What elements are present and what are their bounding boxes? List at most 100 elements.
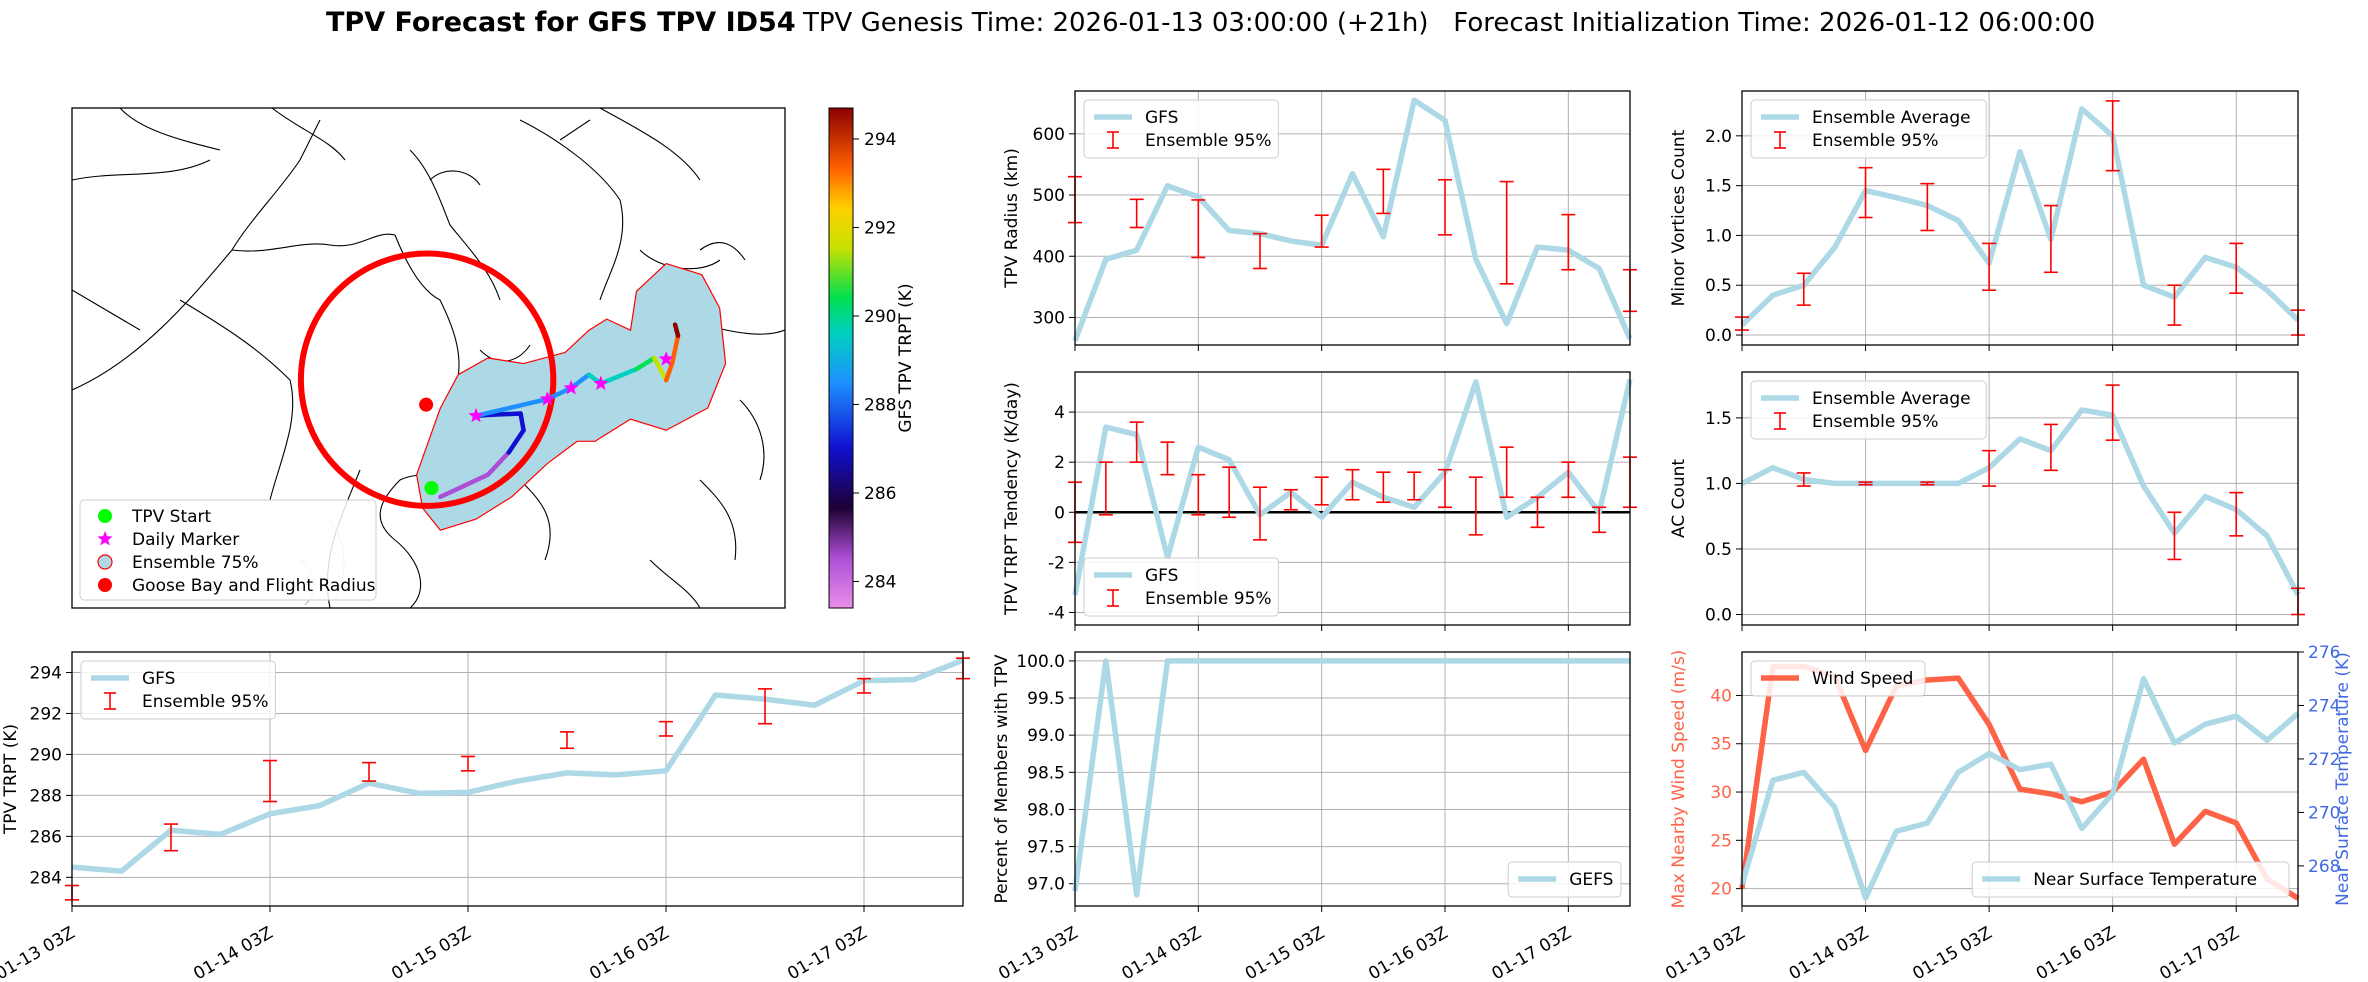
legend-label: Wind Speed — [1812, 669, 1913, 689]
y-tick-label: 1.5 — [1705, 409, 1732, 429]
legend-frame — [1750, 99, 1987, 159]
legend-label: Ensemble 75% — [132, 553, 259, 573]
y-tick-label: 2.0 — [1705, 127, 1732, 147]
y-tick-label: 2 — [1054, 453, 1065, 473]
legend-label: Daily Marker — [132, 530, 239, 550]
trpt-chart: 284 286 288 290 292 294 TPV TRPT (K) 01-13 03Z 0… — [0, 651, 970, 982]
y-tick-label: 35 — [1710, 735, 1732, 755]
colorbar-label: GFS TPV TRPT (K) — [896, 283, 916, 432]
y-tick-label: -4 — [1048, 603, 1065, 623]
legend-frame — [80, 660, 276, 720]
y-tick-label: 1.5 — [1705, 177, 1732, 197]
legend: GFS Ensemble 95% — [1083, 557, 1279, 617]
y-tick-label: 99.5 — [1027, 689, 1065, 709]
legend-label: GFS — [142, 669, 175, 689]
daily-marker-star — [593, 375, 609, 391]
series-line — [1072, 97, 1633, 342]
legend-start-swatch — [98, 509, 112, 523]
track-segment — [669, 333, 681, 366]
legend-label: Ensemble Average — [1812, 389, 1971, 409]
temperature-line — [1739, 675, 2300, 901]
y-tick-label: 30 — [1710, 783, 1732, 803]
colorbar-tick-label: 290 — [864, 307, 896, 327]
x-tick-label: 01-14 03Z — [1119, 923, 1205, 982]
daily-marker-star — [468, 407, 484, 423]
wind-temp-chart: 20 25 30 35 40 268 270 272 274 276 Max Nearby Wind… — [1662, 643, 2353, 982]
axes-frame — [1074, 651, 1631, 907]
y-tick-label: 0.0 — [1705, 606, 1732, 626]
legend-frame — [1750, 380, 1987, 440]
y-tick-label: 500 — [1033, 186, 1065, 206]
legend: GFS Ensemble 95% — [80, 660, 276, 720]
axes-frame — [1741, 371, 2299, 626]
map-frame — [71, 107, 786, 609]
axes-frame — [71, 651, 964, 907]
legend: Near Surface Temperature — [1971, 861, 2290, 898]
x-tick-label: 01-17 03Z — [2156, 923, 2242, 982]
title-rest: TPV Genesis Time: 2026-01-13 03:00:00 (+… — [802, 8, 2095, 38]
track-segment — [652, 355, 669, 383]
y2-tick-label: 274 — [2308, 696, 2340, 716]
x-tick-label: 01-14 03Z — [190, 923, 276, 982]
legend: Ensemble Average Ensemble 95% — [1750, 380, 1987, 440]
y-tick-label: 98.5 — [1027, 763, 1065, 783]
map-panel: TPV Start Daily Marker Ensemble 75% Goose B… — [71, 107, 916, 609]
x-tick-label: 01-17 03Z — [784, 923, 870, 982]
x-tick-label: 01-13 03Z — [995, 923, 1081, 982]
legend-label: Ensemble 95% — [142, 692, 269, 712]
series-line — [1072, 658, 1630, 898]
y-tick-label: 288 — [30, 786, 62, 806]
legend-label: Ensemble 95% — [1812, 131, 1939, 151]
daily-marker-star — [658, 351, 674, 366]
legend-label: Ensemble 95% — [1145, 131, 1272, 151]
tendency-chart: -4 -2 0 2 4 TPV TRPT Tendency (K/day) GFS Ensem… — [1002, 371, 1637, 631]
legend-ens75-swatch — [97, 554, 113, 570]
y-tick-label: 1.0 — [1705, 226, 1732, 246]
x-tick-label: 01-17 03Z — [1489, 923, 1575, 982]
radius-chart: 300 400 500 600 TPV Radius (km) GFS Ensemble 9… — [1002, 90, 1637, 351]
title-bold: TPV Forecast for GFS TPV ID54 — [326, 7, 796, 38]
legend-label: TPV Start — [131, 507, 212, 527]
colorbar-tick-label: 292 — [864, 218, 896, 238]
track-segment — [485, 450, 511, 477]
track-segment — [473, 396, 550, 419]
series-line — [1740, 106, 2300, 328]
y-tick-label: 0.5 — [1705, 276, 1732, 296]
axes-frame — [1741, 90, 2299, 346]
tpv-start-point — [424, 481, 439, 495]
legend-label: GEFS — [1569, 870, 1613, 890]
y-tick-label: 25 — [1710, 831, 1732, 851]
map-body — [72, 108, 785, 608]
goose-bay-point — [419, 397, 434, 412]
y-tick-label: 98.0 — [1027, 800, 1065, 820]
y-tick-label: 0 — [1054, 503, 1065, 523]
y-tick-label: 20 — [1710, 880, 1732, 900]
y-tick-label: 0.0 — [1705, 326, 1732, 346]
legend-frame — [1083, 557, 1279, 617]
legend-frame — [1083, 99, 1279, 159]
colorbar — [828, 107, 854, 609]
error-bars — [1068, 168, 1637, 313]
axes-frame — [1074, 371, 1631, 626]
y-axis-label: TPV TRPT (K) — [1, 724, 21, 835]
x-tick-label: 01-13 03Z — [1662, 923, 1748, 982]
coastline-paths — [72, 108, 785, 608]
y-tick-label: 99.0 — [1027, 726, 1065, 746]
x-tick-label: 01-16 03Z — [2033, 923, 2119, 982]
y-tick-label: 300 — [1033, 308, 1065, 328]
y-tick-label: 97.5 — [1027, 838, 1065, 858]
colorbar-tick-label: 294 — [864, 130, 896, 150]
series-line — [71, 657, 965, 874]
y2-tick-label: 272 — [2308, 750, 2340, 770]
series-line — [1740, 407, 2301, 597]
y-tick-label: 100.0 — [1016, 652, 1065, 672]
legend: GFS Ensemble 95% — [1083, 99, 1279, 159]
y-tick-label: 600 — [1033, 125, 1065, 145]
track-segment — [663, 361, 675, 383]
y-tick-label: 4 — [1054, 403, 1065, 423]
legend-frame — [1750, 660, 1926, 697]
daily-marker-star — [563, 380, 579, 395]
colorbar-tick-label: 288 — [864, 395, 896, 415]
y-tick-label: 286 — [30, 827, 62, 847]
